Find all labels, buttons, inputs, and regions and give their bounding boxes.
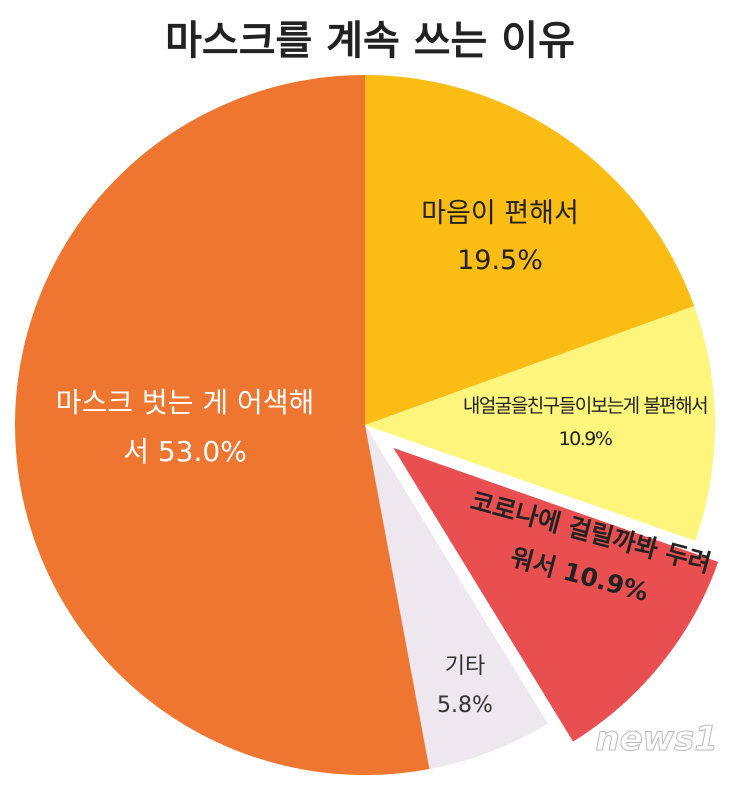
slice-label: 마스크 벗는 게 어색해서 53.0%: [50, 378, 320, 476]
slice-label: 마음이 편해서 19.5%: [395, 190, 605, 285]
value-label: 5.8%: [437, 692, 493, 718]
pie-slice: [365, 425, 548, 770]
pie-slice: [365, 75, 695, 425]
category-label: 기타: [444, 654, 486, 679]
slice-label: 내얼굴을친구들이보는게 불편해서 10.9%: [440, 390, 730, 457]
category-label: 마음이 편해서: [421, 198, 579, 229]
category-label: 내얼굴을친구들이보는게 불편해서: [462, 395, 709, 417]
pie-slice: [365, 306, 716, 541]
pie-slice: [15, 75, 430, 775]
pie-slice: [386, 442, 723, 746]
value-label: 10.9%: [558, 428, 613, 451]
value-label: 19.5%: [457, 245, 543, 277]
slice-label: 기타 5.8%: [410, 648, 520, 725]
watermark: news1: [595, 719, 719, 760]
value-label: 53.0%: [157, 435, 247, 468]
category-label: 마스크 벗는 게 어색해서: [55, 386, 315, 468]
chart-title: 마스크를 계속 쓰는 이유: [165, 18, 575, 64]
